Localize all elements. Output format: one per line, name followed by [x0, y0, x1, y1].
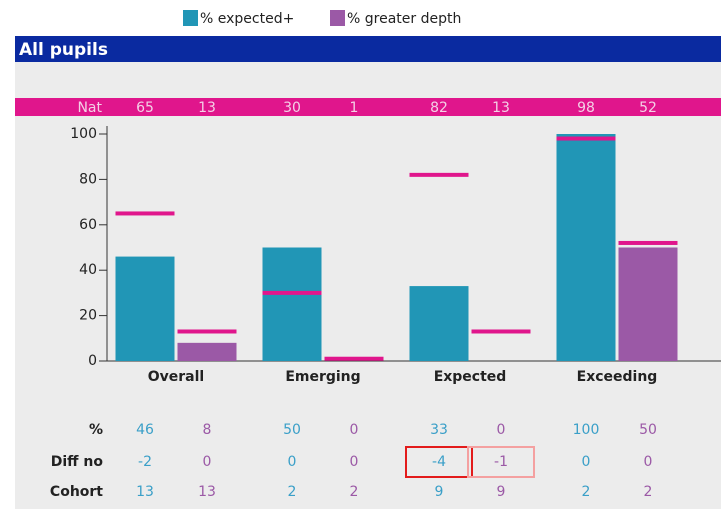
highlight-box	[467, 446, 535, 478]
nat-value: 98	[577, 100, 595, 116]
nat-value: 13	[198, 100, 216, 116]
table-cell: 0	[644, 454, 653, 470]
nat-value: 13	[492, 100, 510, 116]
x-tick-label: Exceeding	[577, 369, 658, 385]
nat-value: 65	[136, 100, 154, 116]
table-cell: 0	[288, 454, 297, 470]
nat-marker	[262, 290, 322, 295]
legend-swatch	[330, 10, 345, 26]
nat-marker	[115, 211, 175, 216]
highlight-box	[405, 446, 473, 478]
table-cell: 13	[198, 484, 216, 500]
table-cell: 0	[350, 422, 359, 438]
table-cell: 0	[582, 454, 591, 470]
table-cell: -2	[138, 454, 152, 470]
nat-value: 30	[283, 100, 301, 116]
nat-label: Nat	[77, 100, 102, 116]
table-cell: 0	[350, 454, 359, 470]
y-tick-label: 100	[70, 126, 97, 142]
table-cell: -1	[494, 454, 508, 470]
table-cell: 0	[203, 454, 212, 470]
legend-label: % greater depth	[347, 11, 461, 27]
table-cell: 13	[136, 484, 154, 500]
y-tick-label: 0	[88, 353, 97, 369]
x-tick-label: Emerging	[285, 369, 360, 385]
nat-value: 82	[430, 100, 448, 116]
y-tick-label: 40	[79, 262, 97, 278]
y-tick-label: 20	[79, 308, 97, 324]
bar	[618, 247, 678, 361]
table-cell: 50	[283, 422, 301, 438]
bar	[177, 342, 237, 361]
table-cell: 2	[350, 484, 359, 500]
table-cell: 46	[136, 422, 154, 438]
nat-marker	[409, 172, 469, 177]
y-tick-label: 60	[79, 217, 97, 233]
row-label: Diff no	[51, 454, 104, 470]
bar	[262, 247, 322, 361]
title-bar	[15, 36, 721, 62]
nat-band	[15, 98, 721, 116]
x-tick-label: Overall	[148, 369, 204, 385]
bar	[115, 256, 175, 361]
bar	[409, 286, 469, 361]
table-cell: 33	[430, 422, 448, 438]
nat-value: 52	[639, 100, 657, 116]
nat-marker	[618, 240, 678, 245]
legend-swatch	[183, 10, 198, 26]
nat-marker	[471, 329, 531, 334]
nat-marker	[324, 356, 384, 361]
bar	[556, 134, 616, 361]
nat-marker	[556, 136, 616, 141]
table-cell: 50	[639, 422, 657, 438]
table-cell: 2	[582, 484, 591, 500]
table-cell: 0	[497, 422, 506, 438]
y-tick-label: 80	[79, 171, 97, 187]
chart-title: All pupils	[19, 40, 108, 60]
x-tick-label: Expected	[434, 369, 507, 385]
table-cell: 100	[573, 422, 600, 438]
nat-marker	[177, 329, 237, 334]
row-label: %	[89, 422, 103, 438]
table-cell: 2	[644, 484, 653, 500]
table-cell: 8	[203, 422, 212, 438]
table-cell: 2	[288, 484, 297, 500]
legend-label: % expected+	[200, 11, 294, 27]
table-cell: -4	[432, 454, 446, 470]
table-cell: 9	[497, 484, 506, 500]
nat-value: 1	[350, 100, 359, 116]
row-label: Cohort	[50, 484, 103, 500]
table-cell: 9	[435, 484, 444, 500]
